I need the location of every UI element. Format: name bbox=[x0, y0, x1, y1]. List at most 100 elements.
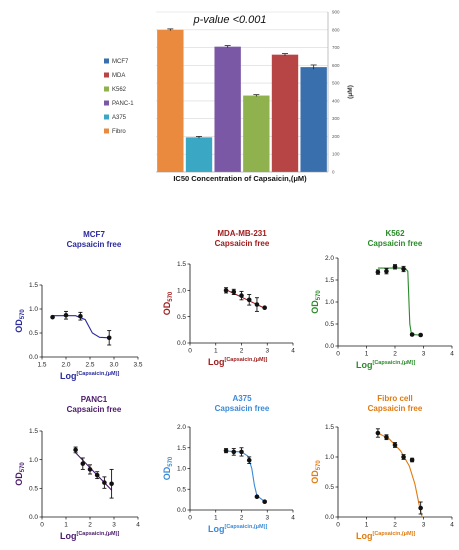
panel-x-tick-label: 3 bbox=[422, 522, 426, 529]
panel-y-tick-label: 1.5 bbox=[325, 277, 334, 284]
bar-y-axis: 0 100 200 300 400 500 600 700 800 900 bbox=[156, 10, 340, 175]
bar-y-tick-label: 900 bbox=[332, 10, 340, 15]
data-point bbox=[239, 293, 244, 298]
legend-label: PANC-1 bbox=[112, 101, 134, 107]
legend-label: A375 bbox=[112, 115, 127, 121]
data-point bbox=[106, 335, 112, 341]
panel-title: K562 bbox=[385, 229, 405, 238]
panel-x-tick-label: 4 bbox=[291, 515, 295, 522]
panel-x-tick-label: 2 bbox=[240, 348, 244, 355]
panel-x-axis-label: Log[Capsaicin,(μM)] bbox=[208, 357, 267, 367]
panel-x-tick-label: 3.5 bbox=[133, 362, 142, 369]
fit-curve bbox=[52, 315, 110, 339]
bar-mda bbox=[271, 54, 299, 172]
panel-title: A375 bbox=[232, 394, 252, 403]
bar-gridlines bbox=[156, 11, 328, 173]
bar-x-axis-label: IC50 Concentration of Capsaicin,(μM) bbox=[173, 174, 307, 183]
panel-x-tick-label: 4 bbox=[291, 348, 295, 355]
panel-x-axis-label: Log[Capsaicin,(μM)] bbox=[60, 371, 119, 381]
panel-subtitle: Capsaicin free bbox=[368, 239, 423, 248]
data-point bbox=[246, 457, 252, 463]
panel-x-tick-label: 0 bbox=[188, 515, 192, 522]
data-point bbox=[231, 289, 237, 295]
panel-x-tick-label: 1 bbox=[365, 522, 369, 529]
data-point bbox=[254, 494, 260, 500]
data-point bbox=[231, 449, 237, 455]
panel-y-axis-label: OD570 bbox=[310, 460, 322, 484]
data-point bbox=[73, 447, 78, 453]
ic50-bar-chart: p-value <0.001 MCF7 MDA K562 PANC-1 A375 Fibr… bbox=[104, 10, 354, 183]
bar-y-tick-label: 0 bbox=[332, 170, 335, 175]
bar-y-tick-label: 800 bbox=[332, 27, 340, 32]
panel-subtitle: Capsaicin free bbox=[215, 404, 270, 413]
panel-title: PANC1 bbox=[81, 395, 108, 404]
panel-subtitle: Capsaicin free bbox=[368, 404, 423, 413]
panel-x-axis-label: Log[Capsaicin,(μM)] bbox=[356, 531, 415, 541]
panel-x-tick-label: 0 bbox=[336, 522, 340, 529]
bar-legend: MCF7 MDA K562 PANC-1 A375 Fibro bbox=[104, 58, 134, 135]
panel-y-tick-label: 0.5 bbox=[177, 486, 186, 493]
panel-y-tick-label: 1.5 bbox=[177, 445, 186, 452]
panel-x-tick-label: 3 bbox=[112, 522, 116, 529]
panel-y-tick-label: 0.0 bbox=[325, 343, 334, 350]
panel-y-tick-label: 0.0 bbox=[29, 514, 38, 521]
data-point bbox=[223, 448, 229, 453]
legend-label: Fibro bbox=[112, 129, 126, 135]
panel-y-tick-label: 0.0 bbox=[177, 340, 186, 347]
panel-x-tick-label: 2 bbox=[88, 522, 92, 529]
data-point bbox=[239, 449, 244, 455]
panel-y-axis-label: OD570 bbox=[14, 309, 26, 333]
data-point bbox=[375, 269, 381, 275]
panel-x-tick-label: 1 bbox=[64, 522, 68, 529]
data-point bbox=[409, 457, 415, 463]
panel-y-tick-label: 1.5 bbox=[325, 424, 334, 431]
panel-x-tick-label: 2 bbox=[393, 351, 397, 358]
data-point bbox=[401, 266, 406, 272]
legend-swatch bbox=[104, 128, 109, 134]
bar-fibro bbox=[157, 29, 184, 173]
panel-y-tick-label: 0.0 bbox=[177, 507, 186, 514]
panel-y-tick-label: 1.0 bbox=[325, 454, 334, 461]
panel-x-tick-label: 3 bbox=[265, 515, 269, 522]
bar-y-tick-label: 600 bbox=[332, 63, 340, 68]
bar-y-tick-label: 100 bbox=[332, 152, 340, 157]
panel-x-axis-label: Log[Capsaicin,(μM)] bbox=[60, 531, 119, 541]
bar-y-tick-label: 700 bbox=[332, 45, 340, 50]
data-point bbox=[409, 332, 415, 337]
panel-x-tick-label: 0 bbox=[188, 348, 192, 355]
panel-y-tick-label: 1.5 bbox=[29, 282, 38, 289]
panel-y-tick-label: 2.0 bbox=[325, 255, 334, 262]
data-point bbox=[392, 442, 398, 448]
legend-swatch bbox=[104, 114, 109, 120]
panel-y-axis-label: OD570 bbox=[162, 291, 174, 315]
legend-label: MCF7 bbox=[112, 59, 129, 65]
panel-x-tick-label: 1 bbox=[214, 348, 218, 355]
bar-y-tick-label: 300 bbox=[332, 116, 340, 121]
data-point bbox=[262, 499, 267, 505]
panel-x-tick-label: 4 bbox=[450, 522, 454, 529]
legend-swatch bbox=[104, 58, 109, 64]
panel-y-tick-label: 1.0 bbox=[177, 288, 186, 295]
legend-swatch bbox=[104, 72, 109, 78]
panel-y-axis-label: OD570 bbox=[310, 290, 322, 314]
p-value-annotation: p-value <0.001 bbox=[192, 14, 266, 26]
fit-curve bbox=[377, 432, 423, 518]
panel-x-tick-label: 3 bbox=[265, 348, 269, 355]
data-point bbox=[87, 467, 93, 472]
bar-a375 bbox=[185, 137, 213, 172]
panel-y-tick-label: 0.0 bbox=[29, 354, 38, 361]
data-point bbox=[63, 312, 69, 318]
panel-y-tick-label: 0.5 bbox=[29, 486, 38, 493]
panel-x-tick-label: 2.0 bbox=[61, 362, 70, 369]
panel-x-tick-label: 2 bbox=[393, 522, 397, 529]
panel-title: MDA-MB-231 bbox=[217, 229, 267, 238]
data-point bbox=[50, 314, 55, 320]
data-point bbox=[223, 288, 229, 293]
panel-y-tick-label: 2.0 bbox=[177, 424, 186, 431]
panel-y-tick-label: 0.5 bbox=[177, 314, 186, 321]
data-point bbox=[80, 461, 86, 466]
